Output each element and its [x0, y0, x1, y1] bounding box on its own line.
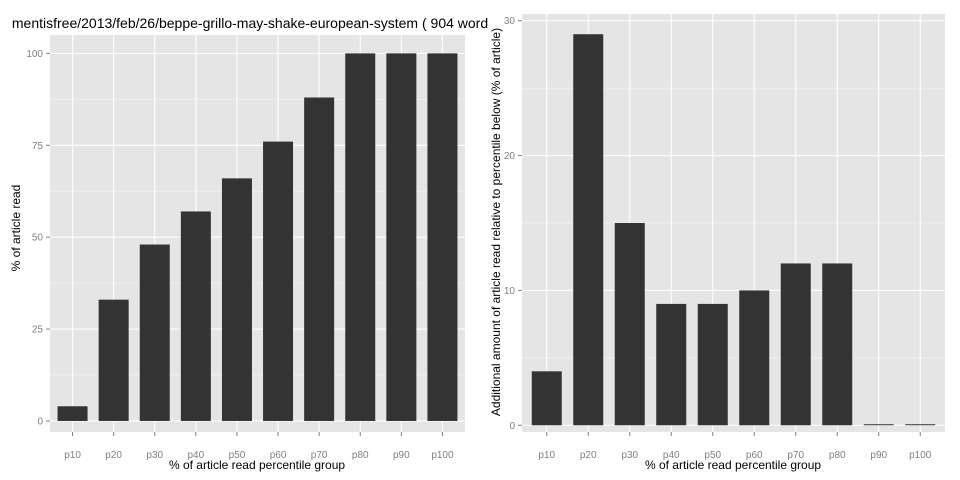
right-x-tick-label: p10 [538, 450, 555, 461]
right-bar-p80 [822, 263, 853, 426]
left-y-axis-title: % of article read [9, 185, 23, 272]
left-y-tick-labels: 0 25 50 75 100 [26, 49, 43, 428]
left-x-tick-label: p100 [431, 450, 454, 461]
left-y-tick-label: 50 [32, 233, 44, 244]
right-y-tick-label: 20 [504, 151, 516, 162]
left-bar-p100 [427, 53, 458, 421]
left-chart-title: mentisfree/2013/feb/26/beppe-grillo-may-… [12, 15, 488, 31]
left-y-tick-label: 0 [37, 416, 43, 427]
right-x-tick-labels: p10 p20 p30 p40 p50 p60 p70 p80 p90 p100 [538, 450, 931, 461]
right-ticks [518, 20, 921, 436]
left-x-tick-labels: p10 p20 p30 p40 p50 p60 p70 p80 p90 p100 [64, 450, 454, 461]
left-x-axis-title: % of article read percentile group [169, 458, 345, 472]
right-x-tick-label: p70 [787, 450, 804, 461]
right-x-tick-label: p90 [870, 450, 887, 461]
left-bar-p50 [221, 178, 252, 421]
left-y-tick-label: 100 [26, 49, 43, 60]
right-y-axis-title: Additional amount of article read relati… [489, 28, 503, 416]
left-x-tick-label: p20 [105, 450, 122, 461]
left-x-tick-label: p10 [64, 450, 81, 461]
left-x-tick-label: p40 [188, 450, 205, 461]
left-bars [57, 53, 458, 421]
right-bars [531, 34, 936, 426]
right-x-tick-label: p30 [621, 450, 638, 461]
right-x-axis-title: % of article read percentile group [645, 458, 821, 472]
left-bar-p10 [57, 406, 88, 421]
right-y-tick-label: 0 [509, 421, 515, 432]
right-x-tick-label: p50 [704, 450, 721, 461]
left-bar-p90 [386, 53, 417, 421]
right-x-tick-label: p20 [580, 450, 597, 461]
right-bar-p70 [780, 263, 811, 426]
right-x-tick-label: p100 [909, 450, 932, 461]
right-bar-p90 [863, 424, 894, 426]
left-x-tick-label: p70 [311, 450, 328, 461]
left-bar-p60 [263, 141, 294, 421]
left-y-tick-label: 75 [32, 141, 44, 152]
right-bar-p50 [697, 303, 728, 426]
right-y-tick-label: 10 [504, 286, 516, 297]
left-bar-p80 [345, 53, 376, 421]
right-bar-p60 [739, 290, 770, 426]
right-bar-p10 [531, 371, 562, 426]
right-y-tick-label: 30 [504, 16, 516, 27]
left-bar-p40 [180, 211, 211, 421]
right-x-tick-label: p80 [829, 450, 846, 461]
right-x-tick-label: p60 [746, 450, 763, 461]
right-bar-p20 [573, 34, 604, 426]
left-x-tick-label: p30 [146, 450, 163, 461]
left-x-tick-label: p90 [393, 450, 410, 461]
left-x-tick-label: p80 [352, 450, 369, 461]
right-x-tick-label: p40 [663, 450, 680, 461]
left-ticks [46, 52, 443, 436]
left-bar-p20 [98, 299, 129, 421]
left-y-tick-label: 25 [32, 325, 44, 336]
left-x-tick-label: p50 [229, 450, 246, 461]
right-bar-p100 [905, 424, 936, 426]
left-bar-p70 [304, 97, 335, 421]
right-bar-p30 [614, 223, 645, 426]
right-y-tick-labels: 0 10 20 30 [504, 16, 516, 432]
right-bar-p40 [656, 303, 687, 426]
left-bar-p30 [139, 244, 170, 421]
left-x-tick-label: p60 [270, 450, 287, 461]
